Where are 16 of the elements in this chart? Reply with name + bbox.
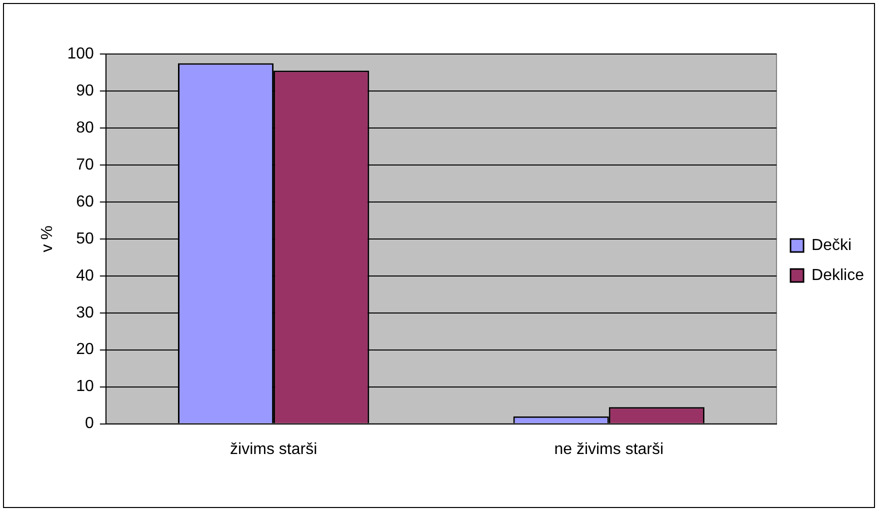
y-tick-label: 100 bbox=[67, 45, 94, 62]
y-tick-label: 50 bbox=[76, 230, 94, 248]
y-tick-label: 30 bbox=[76, 304, 94, 322]
y-tick-label: 0 bbox=[84, 415, 94, 432]
x-tick-label: ne živims starši bbox=[554, 440, 664, 458]
y-tick-label: 60 bbox=[76, 193, 94, 210]
y-tick-label: 20 bbox=[76, 341, 94, 358]
y-tick-label: 80 bbox=[76, 119, 94, 136]
legend-label: Deklice bbox=[812, 266, 864, 284]
y-tick-label: 40 bbox=[76, 267, 94, 284]
y-tick-label: 10 bbox=[76, 378, 94, 396]
legend-label: Dečki bbox=[812, 236, 852, 254]
x-tick-label: živims starši bbox=[230, 440, 318, 458]
y-axis-title: v % bbox=[39, 226, 56, 252]
y-tick-label: 90 bbox=[76, 82, 94, 100]
y-tick-label: 70 bbox=[76, 156, 94, 174]
